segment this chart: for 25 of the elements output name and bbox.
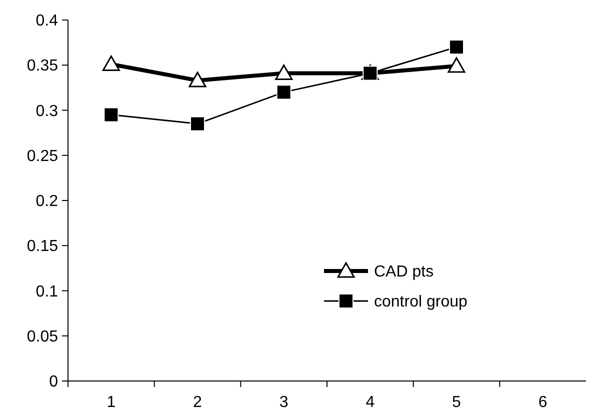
x-tick-label: 1 [106, 394, 116, 411]
legend-label: control group [374, 294, 468, 311]
point [104, 107, 119, 122]
y-tick-label: 0.3 [36, 102, 58, 120]
y-tick-label: 0.2 [36, 193, 58, 210]
point [449, 40, 464, 55]
y-tick-label: 0.15 [26, 238, 58, 256]
x-tick-label: 6 [538, 394, 548, 411]
point [102, 55, 120, 71]
y-tick-label: 0 [49, 374, 58, 391]
x-tick-label: 5 [452, 394, 462, 411]
y-tick-label: 0.4 [36, 12, 58, 30]
y-tick-label: 0.1 [36, 283, 58, 300]
point [188, 72, 206, 88]
point [448, 57, 466, 73]
x-tick-label: 4 [366, 394, 375, 411]
y-tick-label: 0.05 [26, 328, 58, 346]
x-tick-label: 3 [279, 394, 288, 411]
y-tick-label: 0.25 [26, 148, 58, 165]
legend-label: CAD pts [374, 264, 434, 281]
point [276, 84, 292, 100]
point [275, 64, 293, 80]
y-tick-label: 0.35 [26, 58, 58, 75]
x-tick-label: 2 [193, 394, 202, 411]
point [190, 116, 205, 132]
